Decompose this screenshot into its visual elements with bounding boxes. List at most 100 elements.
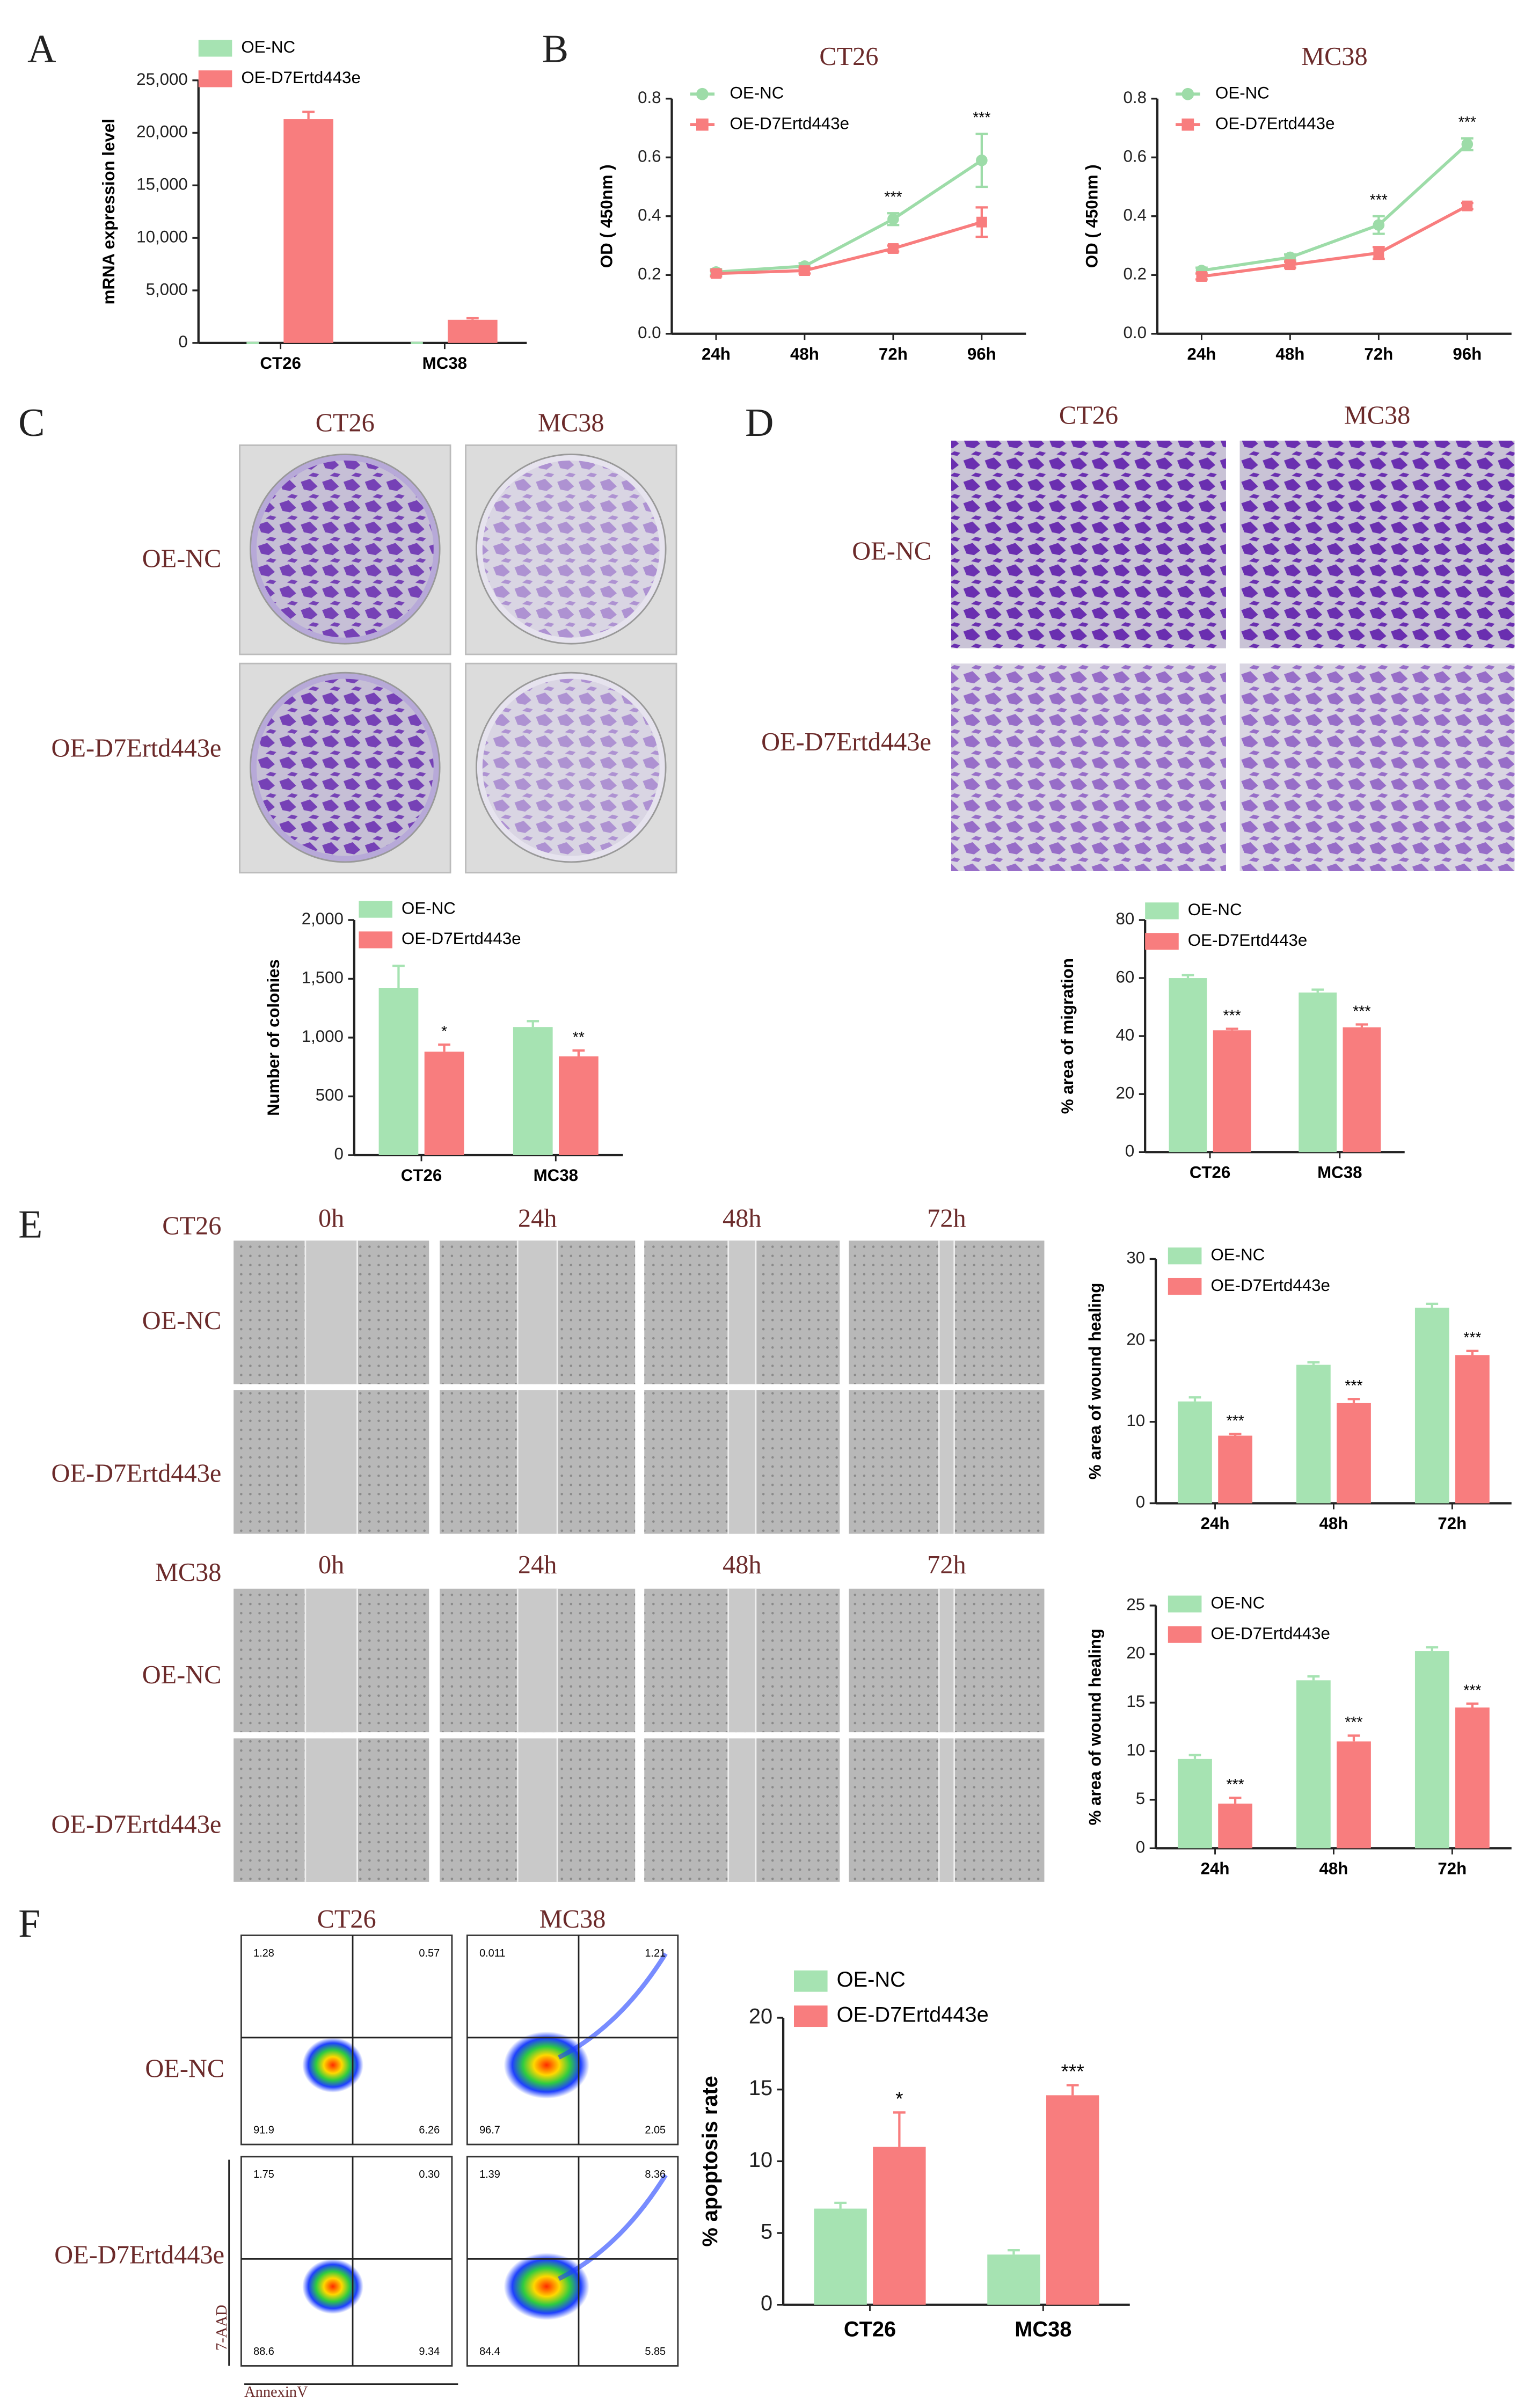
legend-label: OE-NC (241, 38, 295, 56)
bar (424, 1052, 464, 1155)
bar (283, 119, 333, 343)
error-bar (572, 1049, 585, 1057)
x-tick-label: MC38 (1015, 2318, 1071, 2341)
y-tick-label: 1,500 (302, 968, 344, 987)
legend-label: OE-D7Ertd443e (241, 68, 360, 87)
error-bar (1229, 1433, 1242, 1436)
colony-spots (256, 678, 434, 856)
panel-label: B (542, 26, 568, 70)
x-tick-label: CT26 (844, 2318, 896, 2341)
x-tick-label: 72h (1438, 1514, 1467, 1533)
y-tick-label: 1,000 (302, 1027, 344, 1046)
y-tick-label: 25 (1126, 1595, 1145, 1614)
time-label: 24h (518, 1551, 557, 1579)
y-axis-label: % area of wound healing (1085, 1283, 1104, 1480)
marker (710, 268, 721, 279)
wound-gap (305, 1738, 358, 1882)
row-label: OE-NC (852, 537, 931, 565)
legend-swatch (1145, 933, 1179, 950)
transwell-image (1239, 440, 1515, 648)
y-tick-label: 80 (1115, 909, 1134, 928)
flow-tail (558, 1952, 668, 2060)
error-bar (1008, 2249, 1020, 2255)
y-tick-label: 2,000 (302, 909, 344, 928)
y-tick-label: 20 (1115, 1083, 1134, 1102)
marker (976, 216, 987, 228)
wound-gap (939, 1390, 954, 1534)
flow-cloud (504, 2031, 589, 2099)
y-tick-label: 5,000 (146, 280, 188, 298)
legend-label: OE-D7Ertd443e (730, 114, 849, 133)
marker (1461, 138, 1474, 150)
bar (1046, 2095, 1099, 2305)
significance: *** (1226, 1776, 1244, 1793)
x-tick-label: 72h (879, 345, 908, 363)
marker (1373, 247, 1384, 259)
quadrant-value: 5.85 (645, 2346, 666, 2358)
y-tick-label: 20 (749, 2004, 772, 2028)
x-tick-label: CT26 (1190, 1163, 1230, 1181)
legend-swatch (1168, 1595, 1202, 1612)
error-bar (1355, 1023, 1368, 1027)
error-bar (1229, 1797, 1242, 1804)
wound-gap (517, 1390, 558, 1534)
y-axis-label: Number of colonies (264, 959, 283, 1116)
legend-marker (1181, 87, 1194, 100)
significance: *** (1463, 1330, 1481, 1347)
row-label: OE-D7Ertd443e (52, 1459, 222, 1487)
bar (1414, 1651, 1449, 1849)
x-tick-label: 24h (1201, 1859, 1230, 1878)
bar (1296, 1364, 1331, 1504)
error-bar (438, 1043, 450, 1052)
x-tick-label: 72h (1438, 1859, 1467, 1878)
y-axis-label: mRNA expression level (99, 119, 118, 304)
quadrant-value: 96.7 (479, 2125, 500, 2136)
wound-gap (728, 1390, 756, 1534)
error-bar (302, 111, 315, 120)
y-tick-label: 0.0 (638, 323, 661, 342)
error-bar (1066, 2084, 1079, 2096)
wound-gap (939, 1738, 954, 1882)
y-tick-label: 0 (1136, 1838, 1145, 1857)
error-bar (1188, 1396, 1201, 1402)
x-tick-label: MC38 (1317, 1163, 1362, 1181)
y-tick-label: 0.2 (638, 265, 661, 283)
legend-marker (696, 87, 709, 100)
x-tick-label: 96h (1453, 345, 1482, 363)
x-tick-label: MC38 (422, 354, 467, 373)
legend-swatch (198, 70, 232, 87)
line (1201, 143, 1469, 272)
y-tick-label: 0 (1125, 1142, 1134, 1161)
y-tick-label: 60 (1115, 967, 1134, 986)
marker (1285, 259, 1296, 271)
y-axis-label: OD ( 450nm ) (1083, 164, 1102, 268)
x-tick-label: 48h (1275, 345, 1304, 363)
quadrant-value: 0.57 (419, 1947, 440, 1959)
marker (1373, 219, 1385, 231)
legend-label: OE-NC (1188, 900, 1242, 919)
y-axis-label: % apoptosis rate (698, 2076, 722, 2246)
panel-label: E (18, 1202, 42, 1246)
y-tick-label: 0 (178, 332, 187, 351)
column-label: MC38 (1344, 401, 1411, 429)
column-label: MC38 (538, 409, 604, 437)
legend-label: OE-NC (1210, 1593, 1265, 1612)
quadrant-value: 1.28 (253, 1947, 274, 1959)
legend-label: OE-D7Ertd443e (402, 929, 521, 948)
time-label: 48h (723, 1551, 762, 1579)
significance: *** (1226, 1412, 1244, 1429)
panel-label: A (27, 26, 56, 70)
quadrant-value: 0.30 (419, 2169, 440, 2180)
wound-gap (728, 1241, 756, 1384)
bar (1169, 978, 1207, 1152)
bar (378, 988, 419, 1155)
row-label: OE-D7Ertd443e (761, 728, 931, 756)
significance: *** (1345, 1377, 1362, 1395)
legend-label: OE-D7Ertd443e (837, 2003, 989, 2027)
quadrant-value: 2.05 (645, 2125, 666, 2136)
error-bar (1347, 1398, 1360, 1403)
quadrant-value: 6.26 (419, 2125, 440, 2136)
marker (887, 243, 899, 254)
y-tick-label: 0.8 (638, 88, 661, 107)
error-bar (1181, 974, 1194, 979)
